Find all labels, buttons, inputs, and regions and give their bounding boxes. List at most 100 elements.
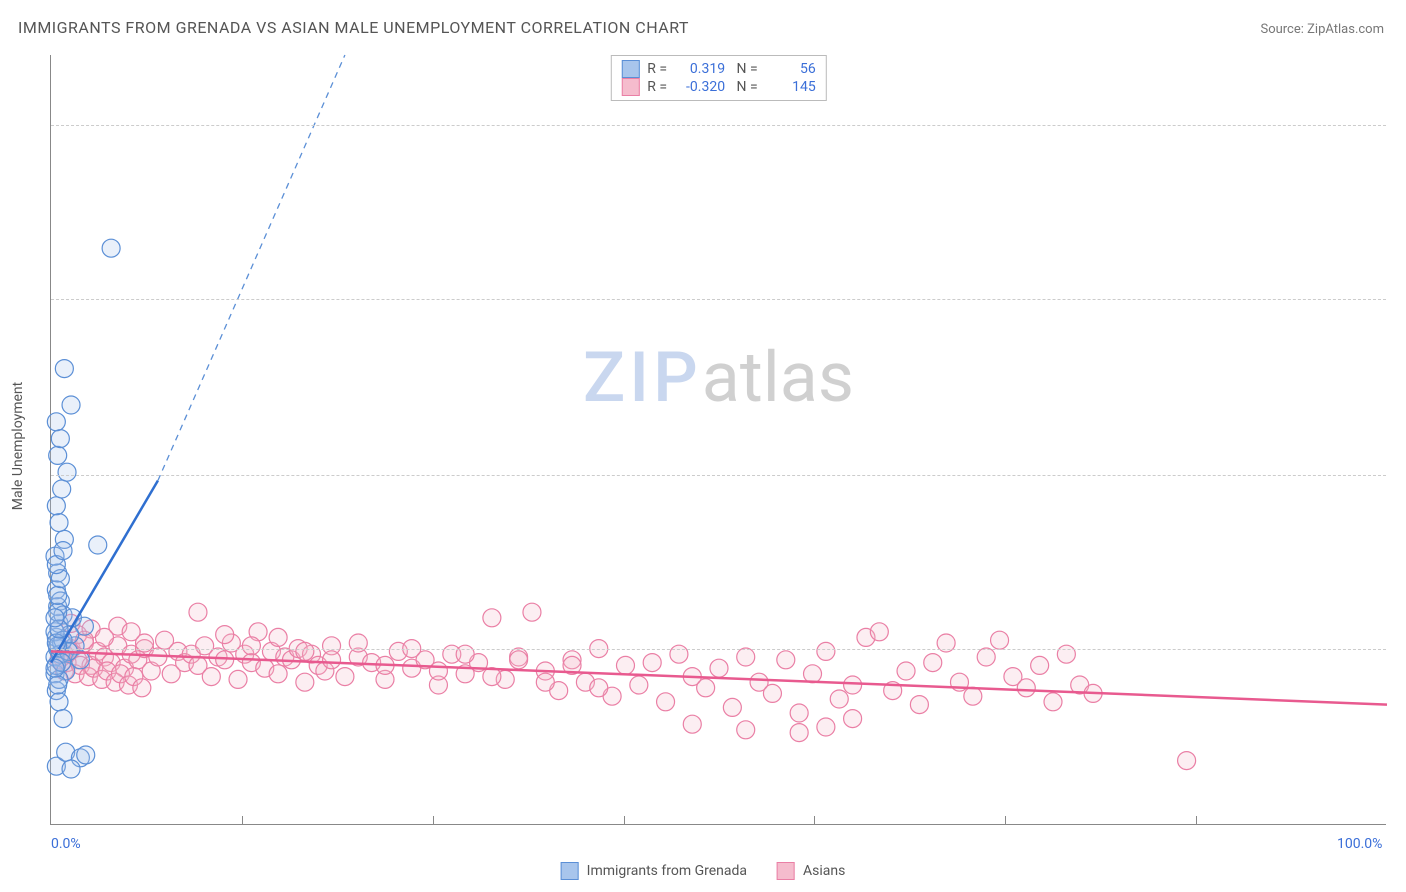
data-point [133, 679, 151, 697]
x-tick [433, 816, 434, 824]
swatch-icon [621, 60, 639, 78]
y-tick-label: 12.5% [1391, 467, 1406, 483]
legend-item: Immigrants from Grenada [561, 862, 747, 880]
data-point [723, 698, 741, 716]
data-point [1044, 693, 1062, 711]
x-tick [814, 816, 815, 824]
swatch-icon [621, 78, 639, 96]
data-point [924, 654, 942, 672]
data-point [657, 693, 675, 711]
legend-label: Immigrants from Grenada [587, 863, 747, 879]
data-point [242, 637, 260, 655]
scatter-plot [51, 55, 1386, 824]
data-point [296, 642, 314, 660]
data-point [483, 609, 501, 627]
y-axis-label: Male Unemployment [10, 382, 26, 510]
gridline [51, 649, 1386, 650]
data-point [202, 668, 220, 686]
n-value: 145 [766, 79, 816, 95]
data-point [89, 536, 107, 554]
data-point [523, 603, 541, 621]
data-point [616, 656, 634, 674]
data-point [49, 586, 67, 604]
data-point [58, 463, 76, 481]
swatch-icon [777, 862, 795, 880]
data-point [323, 651, 341, 669]
data-point [429, 662, 447, 680]
data-point [55, 360, 73, 378]
data-point [910, 696, 928, 714]
correlation-legend: R = 0.319 N = 56 R = -0.320 N = 145 [610, 55, 826, 101]
data-point [269, 628, 287, 646]
data-point [229, 670, 247, 688]
data-point [1017, 679, 1035, 697]
x-tick [1005, 816, 1006, 824]
data-point [536, 673, 554, 691]
data-point [49, 676, 67, 694]
data-point [697, 679, 715, 697]
gridline [51, 299, 1386, 300]
data-point [630, 676, 648, 694]
data-point [49, 446, 67, 464]
data-point [46, 659, 64, 677]
data-point [47, 413, 65, 431]
data-point [54, 542, 72, 560]
data-point [77, 746, 95, 764]
data-point [189, 603, 207, 621]
data-point [1178, 752, 1196, 770]
swatch-icon [561, 862, 579, 880]
data-point [269, 665, 287, 683]
data-point [1031, 656, 1049, 674]
data-point [977, 648, 995, 666]
data-point [62, 760, 80, 778]
data-point [991, 631, 1009, 649]
data-point [510, 651, 528, 669]
data-point [50, 693, 68, 711]
data-point [844, 676, 862, 694]
data-point [844, 710, 862, 728]
legend-label: Asians [803, 863, 845, 879]
chart-title: IMMIGRANTS FROM GRENADA VS ASIAN MALE UN… [18, 18, 689, 37]
source-label: Source: ZipAtlas.com [1260, 22, 1384, 37]
plot-area: R = 0.319 N = 56 R = -0.320 N = 145 ZIPa… [50, 55, 1386, 825]
data-point [590, 679, 608, 697]
data-point [54, 710, 72, 728]
data-point [830, 690, 848, 708]
data-point [964, 687, 982, 705]
y-tick-label: 6.3% [1391, 641, 1406, 657]
data-point [643, 654, 661, 672]
data-point [777, 651, 795, 669]
data-point [46, 609, 64, 627]
data-point [336, 668, 354, 686]
x-tick [242, 816, 243, 824]
data-point [817, 718, 835, 736]
data-point [683, 715, 701, 733]
data-point [817, 642, 835, 660]
x-tick [1196, 816, 1197, 824]
data-point [62, 396, 80, 414]
x-tick [624, 816, 625, 824]
data-point [763, 684, 781, 702]
legend-item: Asians [777, 862, 845, 880]
data-point [790, 704, 808, 722]
data-point [737, 721, 755, 739]
data-point [50, 514, 68, 532]
data-point [102, 239, 120, 257]
gridline [51, 475, 1386, 476]
data-point [47, 497, 65, 515]
data-point [296, 673, 314, 691]
y-tick-label: 18.8% [1391, 291, 1406, 307]
x-tick-label: 100.0% [1337, 836, 1382, 852]
series-legend: Immigrants from Grenada Asians [561, 862, 846, 880]
y-tick-label: 25.0% [1391, 117, 1406, 133]
x-tick-label: 0.0% [51, 836, 81, 852]
r-value: 0.319 [675, 61, 725, 77]
gridline [51, 125, 1386, 126]
data-point [790, 724, 808, 742]
legend-row: R = 0.319 N = 56 [621, 60, 815, 78]
r-value: -0.320 [675, 79, 725, 95]
data-point [870, 623, 888, 641]
data-point [710, 659, 728, 677]
data-point [216, 626, 234, 644]
data-point [897, 662, 915, 680]
